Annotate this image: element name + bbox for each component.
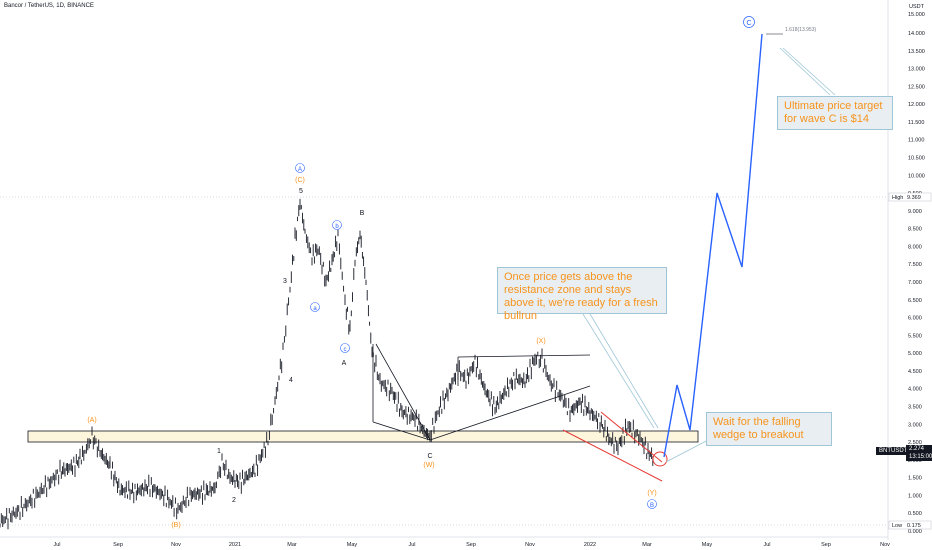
- price-tick-label: 12.000: [908, 102, 925, 108]
- svg-text:9.369: 9.369: [907, 195, 921, 201]
- wave-label-1: 1: [217, 448, 221, 455]
- projection-path: [663, 33, 763, 458]
- callout-price-target[interactable]: Ultimate price target for wave C is $14: [777, 96, 893, 130]
- trendlines: [372, 343, 591, 441]
- price-tick-label: 8.500: [908, 227, 922, 233]
- callout-wedge[interactable]: Wait for the falling wedge to breakout: [706, 412, 832, 446]
- svg-text:Low: Low: [892, 523, 902, 529]
- time-tick-label: Sep: [466, 542, 476, 548]
- price-tick-label: 12.500: [908, 84, 925, 90]
- price-tick-label: 1.500: [908, 476, 922, 482]
- high-badge: High 9.369: [888, 192, 932, 202]
- price-tick-label: 2.500: [908, 440, 922, 446]
- wave-label-B: B: [360, 210, 365, 217]
- time-tick-label: 2022: [584, 542, 596, 548]
- currency-label: USDT: [909, 4, 925, 10]
- wave-label-A-paren: (A): [87, 417, 96, 424]
- time-tick-label: May: [702, 542, 713, 548]
- time-axis[interactable]: Jul Sep Nov 2021 Mar May Jul Sep Nov 2022 Mar May Ju…: [53, 542, 890, 548]
- svg-text:0.175: 0.175: [907, 523, 921, 529]
- time-tick-label: May: [347, 542, 358, 548]
- wave-label-5: 5: [299, 188, 303, 195]
- wave-label-C-circle: C: [746, 20, 751, 27]
- time-tick-label: Nov: [525, 542, 535, 548]
- wave-label-B-paren: (B): [171, 522, 180, 529]
- price-tick-label: 0.500: [908, 511, 922, 517]
- price-tick-label: 6.000: [908, 316, 922, 322]
- price-tick-label: 10.000: [908, 173, 925, 179]
- time-tick-label: Sep: [113, 542, 123, 548]
- price-tick-label: 6.500: [908, 298, 922, 304]
- wave-label-b-circle: b: [335, 224, 339, 230]
- wave-labels: A (C) 5 b B 3 a c A 4 (A) 1 2 (B) C (W) …: [87, 16, 755, 529]
- wave-label-B-circle: B: [650, 503, 654, 509]
- fib-label: 1.618(13.953): [785, 27, 816, 33]
- wave-label-C-paren: (C): [295, 177, 305, 184]
- low-badge: Low 0.175: [888, 520, 932, 530]
- price-tick-label: 3.500: [908, 405, 922, 411]
- price-tick-label: 11.000: [908, 138, 924, 144]
- wave-label-2: 2: [232, 497, 236, 504]
- time-tick-label: Jul: [53, 542, 60, 548]
- breakout-marker[interactable]: [652, 451, 668, 467]
- price-tick-label: 7.000: [908, 280, 922, 286]
- price-tick-label: 14.000: [908, 31, 925, 37]
- price-tick-label: 5.000: [908, 351, 922, 357]
- falling-wedge: [562, 411, 663, 482]
- price-tick-label: 7.500: [908, 262, 922, 268]
- price-tick-label: 1.000: [908, 493, 922, 499]
- wave-label-c-circle: c: [344, 347, 347, 353]
- time-tick-label: Nov: [171, 542, 181, 548]
- wave-label-A-circle: A: [298, 167, 302, 173]
- price-tick-label: 10.500: [908, 156, 925, 162]
- chart-title: Bancor / TetherUS, 1D, BINANCE: [4, 3, 94, 9]
- price-tick-label: 8.000: [908, 244, 922, 250]
- svg-text:High: High: [892, 195, 903, 201]
- price-tick-label: 0.000: [908, 529, 922, 535]
- price-tick-label: 3.000: [908, 422, 922, 428]
- wave-label-4: 4: [289, 377, 293, 384]
- price-tick-label: 11.500: [908, 120, 924, 126]
- price-tick-label: 4.500: [908, 369, 922, 375]
- time-tick-label: 2021: [229, 542, 241, 548]
- time-tick-label: Jul: [763, 542, 770, 548]
- price-tick-label: 9.000: [908, 209, 922, 215]
- price-tick-label: 13.500: [908, 49, 925, 55]
- last-price-badge: BNTUSDT 2.274 13:15:00: [876, 445, 932, 461]
- price-tick-label: 4.000: [908, 387, 922, 393]
- price-tick-label: 5.500: [908, 333, 922, 339]
- time-tick-label: Nov: [880, 542, 890, 548]
- price-tick-label: 13.000: [908, 67, 925, 73]
- time-tick-label: Mar: [287, 542, 297, 548]
- wave-label-X-paren: (X): [536, 338, 545, 345]
- callout-pointers: [582, 47, 836, 463]
- wave-label-Y-paren: (Y): [647, 490, 656, 497]
- wave-label-W-paren: (W): [423, 462, 434, 469]
- time-tick-label: Sep: [821, 542, 831, 548]
- wave-label-C: C: [427, 453, 432, 460]
- resistance-zone[interactable]: [27, 430, 699, 443]
- time-tick-label: Mar: [642, 542, 652, 548]
- top-tick-label: 15.000: [908, 12, 925, 18]
- wave-label-A: A: [342, 360, 347, 367]
- wave-label-a-circle: a: [313, 306, 317, 312]
- wave-label-3: 3: [283, 278, 287, 285]
- callout-resistance[interactable]: Once price gets above the resistance zon…: [497, 267, 667, 322]
- bar-countdown: 13:15:00: [906, 453, 932, 461]
- last-price-value: 2.274: [906, 445, 932, 453]
- symbol-label: BNTUSDT: [876, 447, 911, 455]
- time-tick-label: Jul: [408, 542, 415, 548]
- price-candles: [0, 198, 654, 530]
